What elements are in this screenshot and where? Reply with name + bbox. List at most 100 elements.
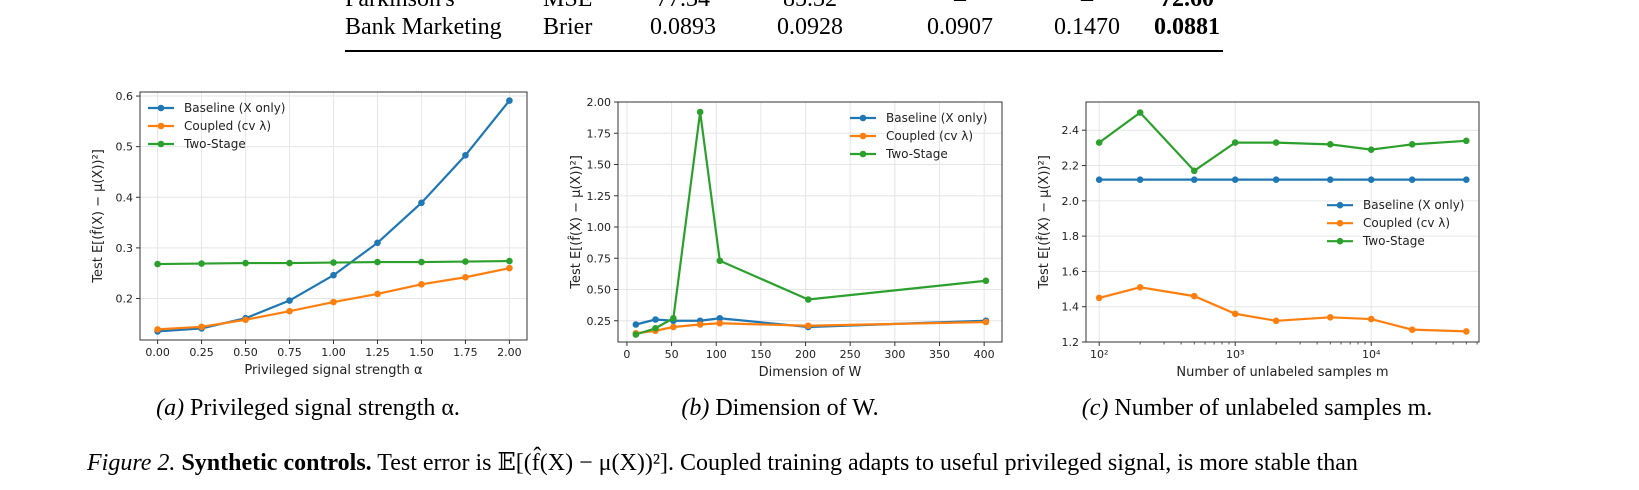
value-cell-best: 0.0881 (1154, 14, 1220, 40)
table-row: Bank Marketing Brier 0.0893 0.0928 0.090… (345, 14, 1223, 42)
x-tick-label: 0.25 (189, 346, 214, 359)
x-tick-label: 10³ (1226, 348, 1244, 361)
legend: Baseline (X only) Coupled (cv λ) Two-Stage (1327, 198, 1464, 248)
legend-marker (157, 122, 165, 130)
data-point (1462, 176, 1470, 183)
chart-c: 10² 10³ 10⁴ 1.2 1.4 1.6 1.8 2.0 2.2 2.4 Number of … (1037, 101, 1480, 380)
data-point (670, 314, 677, 322)
data-point (462, 258, 469, 265)
legend-marker (1336, 237, 1344, 245)
data-point (1326, 141, 1334, 148)
data-point (1326, 176, 1334, 183)
series-baseline (1095, 176, 1470, 183)
x-tick-label: 1.50 (409, 346, 434, 359)
data-point (1190, 176, 1198, 183)
subcaption-label: (a) (156, 395, 185, 421)
data-point (418, 258, 425, 266)
subcaption-text: Dimension of W. (715, 395, 879, 421)
subcaption-label: (c) (1081, 395, 1109, 421)
x-tick-label: 350 (929, 348, 950, 361)
data-point (632, 321, 640, 328)
data-point (1272, 139, 1280, 146)
series-coupled (154, 264, 513, 333)
y-tick-label: 0.3 (116, 242, 134, 255)
value-cell: 0.0907 (927, 14, 993, 40)
value-cell: – (954, 0, 966, 13)
x-tick-label: 250 (840, 348, 861, 361)
data-point (1136, 109, 1144, 116)
x-axis-label: Dimension of W (759, 365, 862, 380)
data-point (154, 326, 161, 333)
value-cell: 0.0893 (650, 14, 716, 40)
data-point (716, 314, 724, 322)
legend-marker (157, 140, 165, 148)
data-point (418, 199, 425, 207)
table-bottom-rule (345, 50, 1223, 52)
figure-caption-text: Test error is 𝔼[(f̂(X) − μ(X))²]. Couple… (377, 450, 1358, 476)
data-point (1408, 141, 1416, 148)
legend-marker (1336, 201, 1344, 209)
chart-a: 0.00 0.25 0.50 0.75 1.00 1.25 1.50 1.75 2.00 0.2 0… (91, 90, 528, 378)
figure-caption: Figure 2. Synthetic controls. Test error… (87, 448, 1358, 477)
x-tick-label: 1.25 (365, 346, 390, 359)
value-cell-best: 72.60 (1160, 0, 1214, 13)
data-point (632, 331, 640, 338)
x-tick-label: 100 (706, 348, 727, 361)
data-point (198, 260, 205, 267)
data-point (1408, 176, 1416, 183)
data-point (1231, 176, 1239, 183)
y-tick-label: 1.8 (1062, 230, 1080, 243)
y-tick-label: 1.50 (587, 159, 612, 172)
data-point (330, 298, 337, 306)
data-point (1095, 139, 1103, 146)
data-point (1462, 328, 1470, 335)
subcaption-text: Number of unlabeled samples m. (1114, 395, 1433, 421)
data-point (1367, 315, 1375, 323)
series-two_stage (154, 257, 513, 268)
x-tick-label: 200 (795, 348, 816, 361)
data-point (1095, 294, 1103, 302)
legend-label: Coupled (cv λ) (184, 119, 271, 133)
legend-label: Two-Stage (885, 147, 948, 161)
chart-b: 0 50 100 150 200 250 300 350 400 0.25 0.50 0.75 1.00… (569, 96, 1003, 380)
legend-label: Baseline (X only) (184, 101, 285, 115)
y-tick-label: 0.25 (587, 315, 612, 328)
y-axis-label: Test E[(f̂(X) − μ(X))²] (1037, 155, 1052, 290)
data-point (1231, 139, 1239, 146)
y-tick-label: 0.75 (587, 252, 612, 265)
y-tick-label: 1.6 (1062, 265, 1080, 278)
x-tick-label: 0.50 (233, 346, 258, 359)
plot-frame (1085, 101, 1480, 343)
y-tick-label: 2.00 (587, 96, 612, 109)
legend: Baseline (X only) Coupled (cv λ) Two-Stage (148, 101, 285, 151)
dataset-cell: Bank Marketing (345, 14, 502, 40)
dataset-cell: Parkinson's (345, 0, 455, 13)
x-tick-label: 150 (750, 348, 771, 361)
table-row: Parkinson's MSE 77.34 85.32 – – 72.60 (345, 0, 1223, 14)
x-tick-label: 10⁴ (1362, 348, 1381, 361)
x-axis-label: Number of unlabeled samples m (1176, 365, 1388, 380)
value-cell: 0.1470 (1054, 14, 1120, 40)
data-point (286, 307, 293, 315)
series-two_stage (632, 108, 990, 338)
value-cell: 0.0928 (777, 14, 843, 40)
legend-marker (157, 104, 165, 112)
y-axis-label: Test E[(f̂(X) − μ(X))²] (569, 155, 584, 290)
subcaption-label: (b) (681, 395, 710, 421)
data-point (1462, 137, 1470, 145)
data-point (330, 271, 337, 279)
data-point (1095, 176, 1103, 183)
legend-label: Coupled (cv λ) (886, 129, 973, 143)
data-point (198, 323, 205, 331)
chart-panel-b: 0 50 100 150 200 250 300 350 400 0.25 0.50 0.75 1.00… (555, 80, 1075, 390)
metric-cell: MSE (543, 0, 592, 13)
data-point (286, 297, 293, 304)
y-tick-label: 1.2 (1062, 336, 1080, 349)
data-point (652, 324, 659, 332)
legend-marker (859, 132, 867, 140)
legend-label: Coupled (cv λ) (1363, 216, 1450, 230)
y-tick-label: 2.2 (1062, 160, 1080, 173)
data-point (1367, 176, 1375, 183)
y-tick-label: 2.4 (1062, 124, 1080, 137)
subcaption-c: (c) Number of unlabeled samples m. (1082, 395, 1433, 422)
